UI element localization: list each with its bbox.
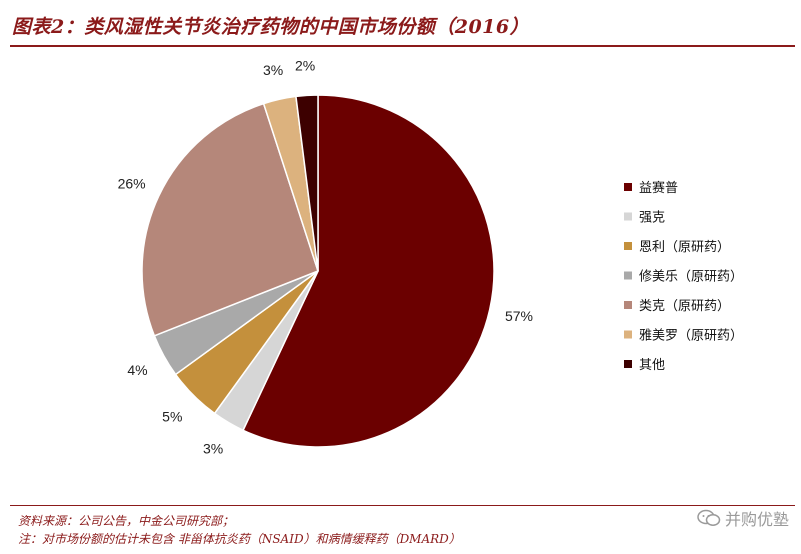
slice-label: 5% [162,409,182,425]
slice-label: 57% [505,308,533,324]
legend-swatch [624,212,632,221]
legend-swatch [624,242,632,250]
slice-label: 3% [263,62,283,78]
legend-label: 恩利（原研药） [639,240,730,255]
legend-swatch [624,330,632,339]
legend-swatch [624,183,632,191]
slice-label: 4% [127,362,147,378]
legend-label: 益赛普 [639,180,678,196]
slice-label: 2% [295,57,315,73]
legend-label: 修美乐（原研药） [639,270,743,285]
legend-label: 雅美罗（原研药） [639,329,743,344]
watermark: 并购优塾 [697,506,789,530]
legend-swatch [624,301,632,309]
slice-label: 3% [203,440,223,456]
source-text: 资料来源：公司公告，中金公司研究部； [18,514,235,528]
pie-slices [141,94,495,448]
slice-label: 26% [118,175,146,191]
legend-swatch [624,271,632,280]
title-divider [10,45,795,47]
legend-label: 类克（原研药） [639,299,730,314]
legend-label: 其他 [639,358,665,373]
footer-divider [10,505,795,506]
pie-labels: 57% 3% 5% 4% 26% 3% 2% [118,57,533,456]
note-text: 注：对市场份额的估计未包含 非甾体抗炎药（NSAID）和病情缓释药（DMARD） [18,532,461,546]
legend-swatch [624,360,632,368]
pie-slice [242,94,495,448]
pie-slice [295,94,319,272]
chart-title: 图表2：类风湿性关节炎治疗药物的中国市场份额（2016） [12,16,530,38]
watermark-text: 并购优塾 [724,510,789,529]
pie-slice [141,102,319,337]
wechat-icon [697,509,721,526]
legend-label: 强克 [639,211,665,226]
